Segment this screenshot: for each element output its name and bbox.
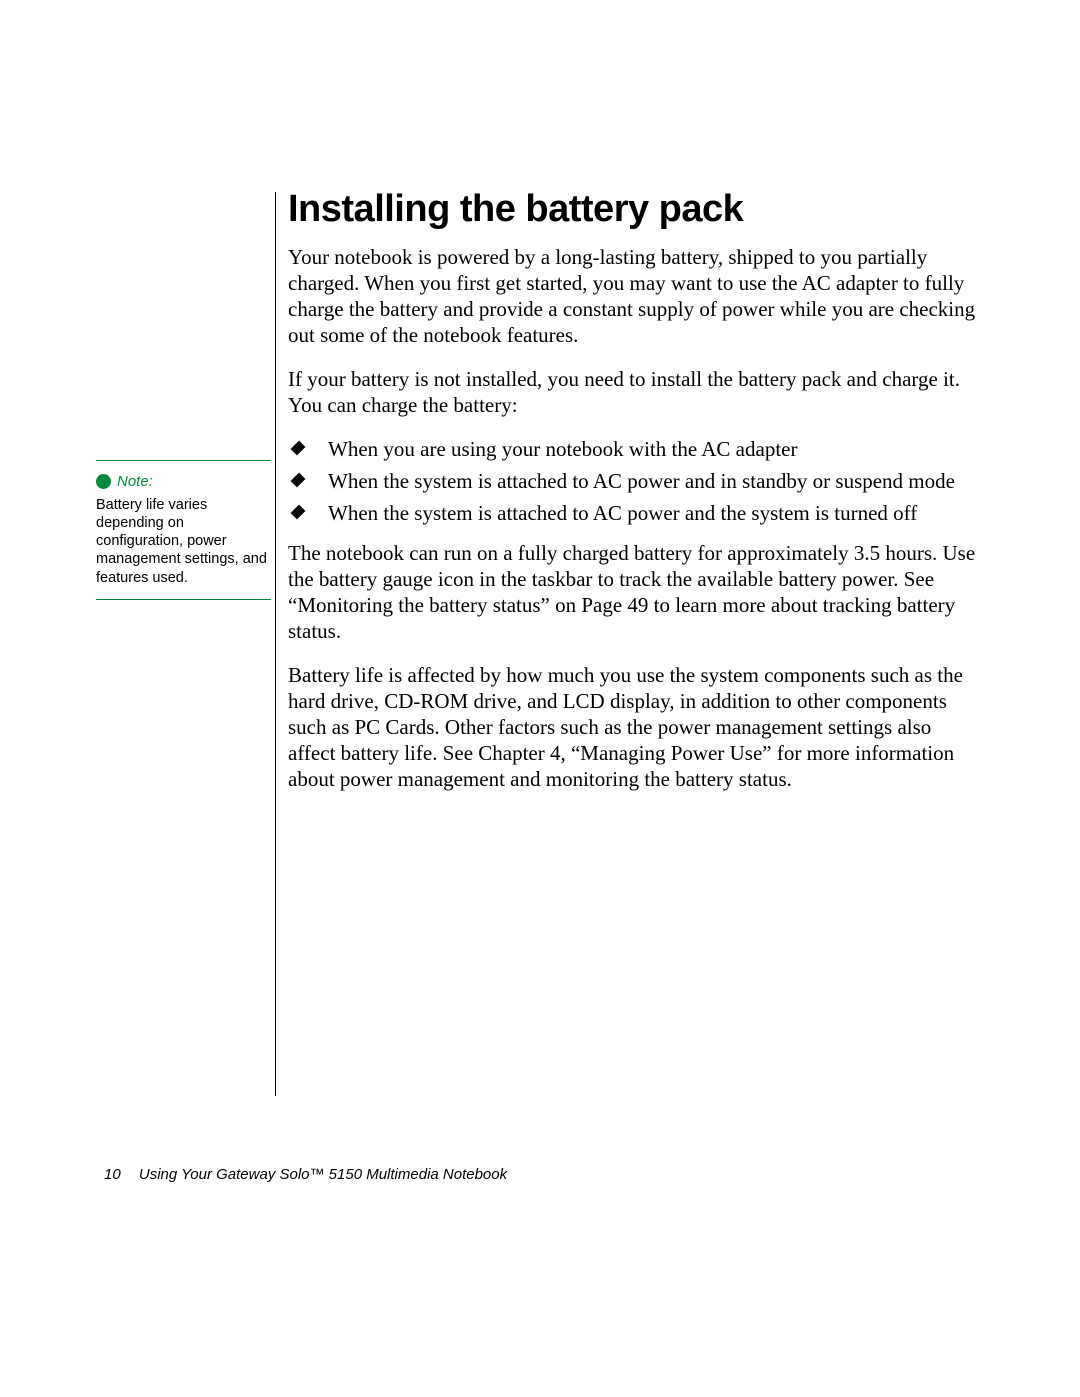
- note-dot-icon: [96, 474, 111, 489]
- bullet-list: When you are using your notebook with th…: [288, 436, 976, 526]
- diamond-bullet-icon: [291, 441, 306, 456]
- note-label-row: Note:: [96, 473, 271, 490]
- body-paragraph-3: The notebook can run on a fully charged …: [288, 540, 976, 644]
- document-page: Note: Battery life varies depending on c…: [0, 0, 1080, 1397]
- list-item-text: When you are using your notebook with th…: [328, 437, 797, 461]
- note-bottom-rule: [96, 599, 271, 600]
- body-paragraph-4: Battery life is affected by how much you…: [288, 662, 976, 792]
- list-item: When the system is attached to AC power …: [288, 500, 976, 526]
- list-item: When the system is attached to AC power …: [288, 468, 976, 494]
- page-heading: Installing the battery pack: [288, 190, 976, 230]
- note-top-rule: [96, 460, 271, 461]
- main-content: Installing the battery pack Your noteboo…: [288, 190, 976, 810]
- footer-title: Using Your Gateway Solo™ 5150 Multimedia…: [139, 1166, 507, 1183]
- page-number: 10: [104, 1166, 121, 1183]
- list-item-text: When the system is attached to AC power …: [328, 501, 917, 525]
- vertical-divider: [275, 192, 276, 1096]
- diamond-bullet-icon: [291, 505, 306, 520]
- sidebar-note: Note: Battery life varies depending on c…: [96, 460, 271, 612]
- intro-paragraph-2: If your battery is not installed, you ne…: [288, 366, 976, 418]
- intro-paragraph-1: Your notebook is powered by a long-lasti…: [288, 244, 976, 348]
- list-item: When you are using your notebook with th…: [288, 436, 976, 462]
- diamond-bullet-icon: [291, 473, 306, 488]
- list-item-text: When the system is attached to AC power …: [328, 469, 955, 493]
- note-label: Note:: [117, 473, 153, 490]
- note-body-text: Battery life varies depending on configu…: [96, 496, 271, 587]
- page-footer: 10 Using Your Gateway Solo™ 5150 Multime…: [104, 1166, 1004, 1183]
